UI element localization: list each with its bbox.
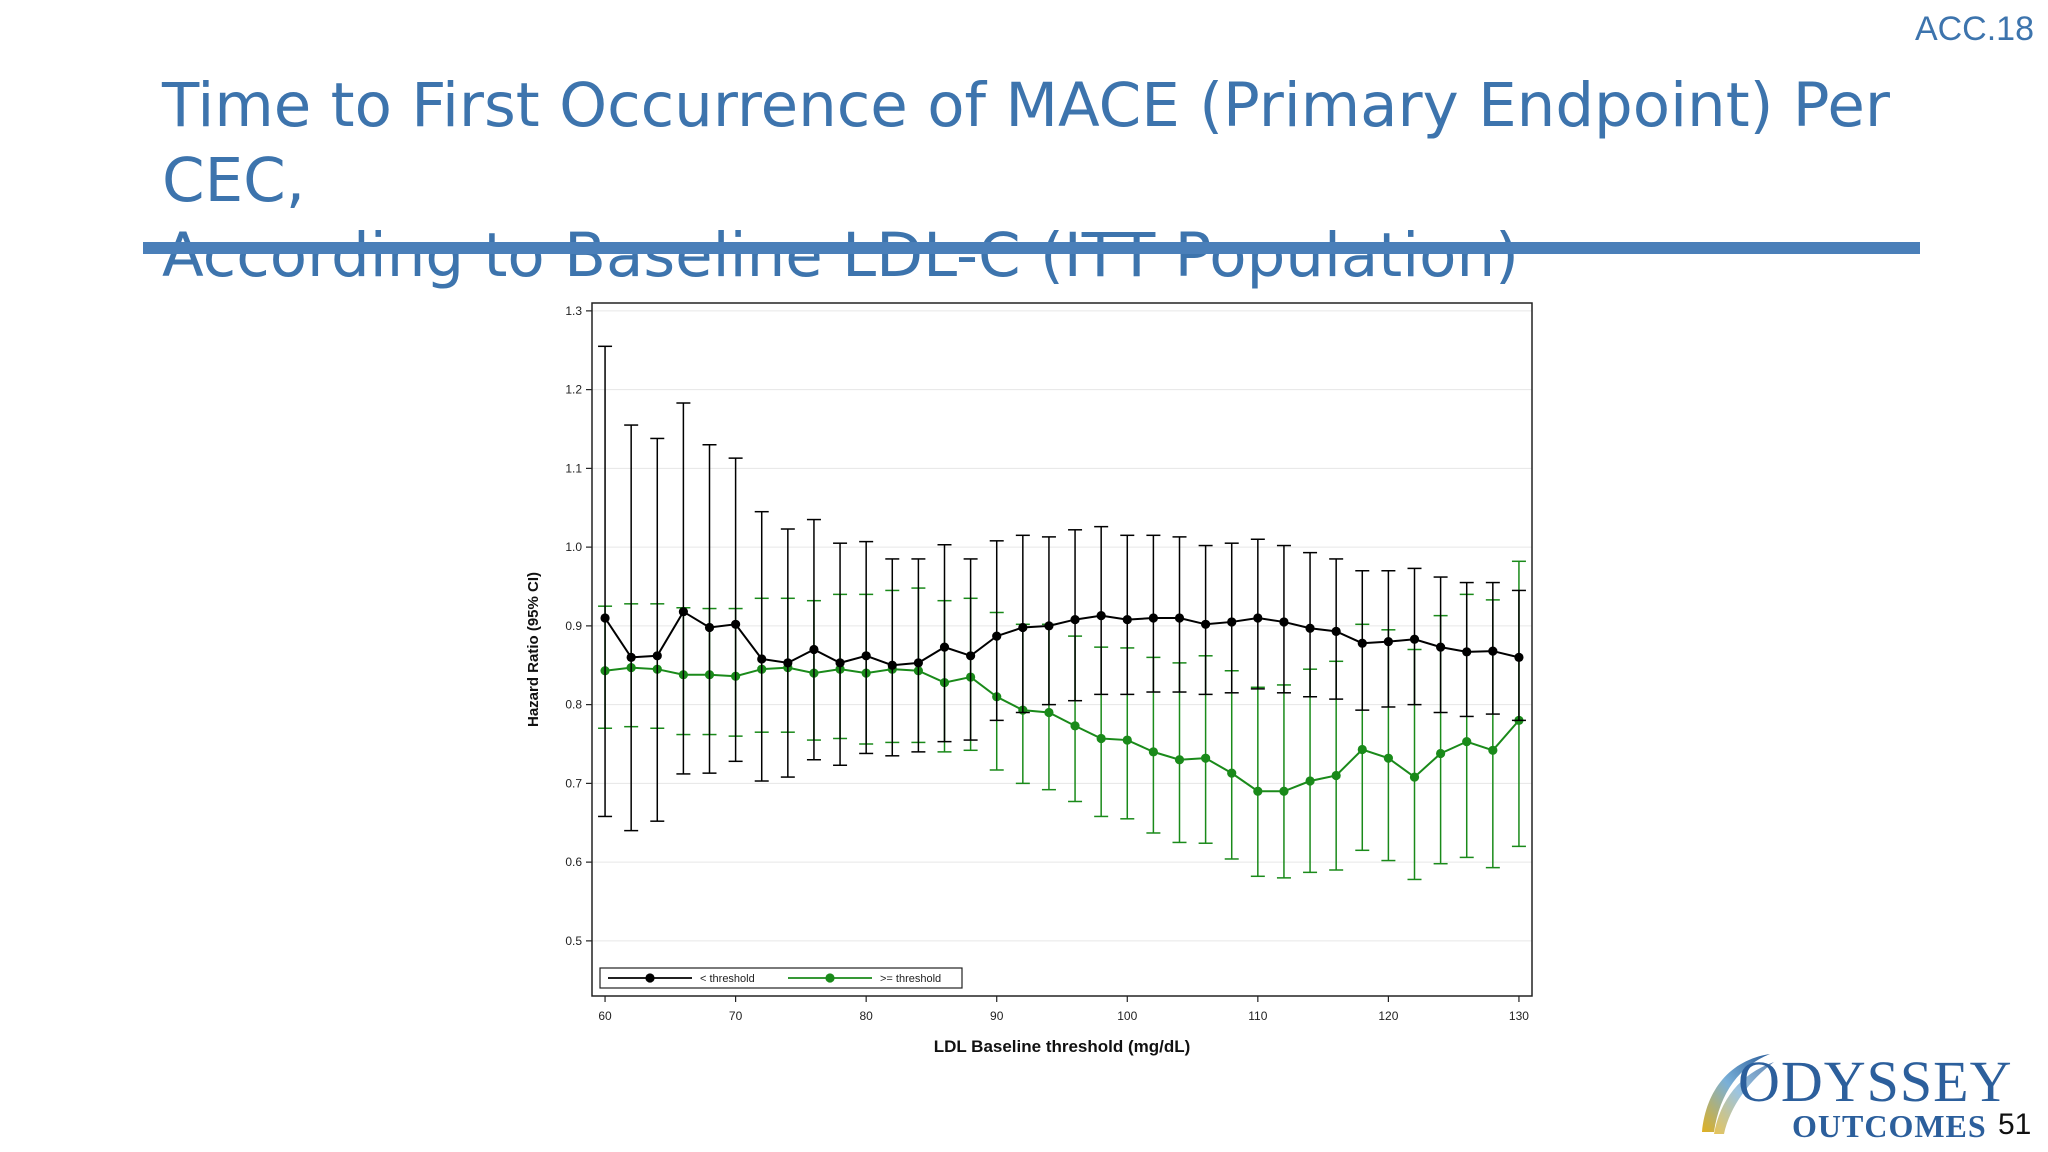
x-tick-label: 80 xyxy=(859,1009,873,1023)
below-threshold-point xyxy=(966,651,976,661)
x-axis-label: LDL Baseline threshold (mg/dL) xyxy=(934,1037,1191,1056)
below-threshold-point xyxy=(757,654,767,664)
below-threshold-point xyxy=(1122,614,1132,625)
below-threshold-point xyxy=(1462,647,1472,657)
legend-label-above-threshold: >= threshold xyxy=(880,973,941,985)
legend-swatch-marker-below-threshold xyxy=(645,973,655,983)
below-threshold-point xyxy=(1070,614,1080,625)
y-tick-label: 0.8 xyxy=(565,698,582,712)
below-threshold-series-line xyxy=(604,610,1520,667)
below-threshold-point xyxy=(1174,613,1185,623)
legend-box xyxy=(599,967,963,989)
above-threshold-point xyxy=(1279,786,1289,796)
slide-title-line-2: According to Baseline LDL-C (ITT Populat… xyxy=(162,220,1519,291)
below-threshold-point xyxy=(600,613,610,623)
above-threshold-point xyxy=(1331,770,1341,781)
below-threshold-point xyxy=(626,652,636,662)
page-number: 51 xyxy=(1998,1108,2032,1141)
legend-label-below-threshold: < threshold xyxy=(700,973,755,985)
below-threshold-point xyxy=(1201,619,1211,629)
below-threshold-point xyxy=(1227,617,1237,627)
above-threshold-point xyxy=(1436,748,1446,759)
logo-text-odyssey: ODYSSEY xyxy=(1738,1049,2013,1114)
logo-text-outcomes: OUTCOMES xyxy=(1792,1108,1987,1144)
above-threshold-point xyxy=(1305,776,1315,786)
below-threshold-point xyxy=(783,658,793,668)
below-threshold-point xyxy=(1279,617,1289,627)
x-tick-label: 60 xyxy=(598,1009,612,1023)
below-threshold-point xyxy=(1044,621,1054,631)
x-tick-label: 90 xyxy=(990,1009,1004,1023)
above-threshold-point xyxy=(1383,753,1393,763)
below-threshold-point xyxy=(1331,626,1341,636)
below-threshold-point xyxy=(678,607,688,617)
above-threshold-point xyxy=(1174,755,1185,765)
y-tick-label: 1.3 xyxy=(565,304,582,318)
below-threshold-point xyxy=(1436,642,1446,652)
y-tick-label: 0.7 xyxy=(565,776,582,790)
above-threshold-point xyxy=(1148,747,1158,757)
below-threshold-point xyxy=(992,631,1002,641)
slide-tag: ACC.18 xyxy=(1914,10,2034,48)
legend-swatch-marker-above-threshold xyxy=(825,973,835,983)
below-threshold-point xyxy=(652,651,662,661)
above-threshold-point xyxy=(1201,753,1211,763)
odyssey-logo-swoosh xyxy=(1702,1054,1774,1134)
above-threshold-point xyxy=(1462,737,1472,747)
below-threshold-point xyxy=(913,658,923,668)
below-threshold-point xyxy=(1488,646,1498,656)
below-threshold-point xyxy=(809,644,819,655)
below-threshold-point xyxy=(887,660,897,670)
x-tick-label: 130 xyxy=(1509,1009,1529,1023)
below-threshold-point xyxy=(731,619,741,629)
slide-title: Time to First Occurrence of MACE (Primar… xyxy=(162,68,1922,293)
below-threshold-point xyxy=(1018,622,1028,633)
y-tick-label: 0.5 xyxy=(565,934,582,948)
y-tick-label: 1.0 xyxy=(565,540,582,554)
x-tick-label: 100 xyxy=(1117,1009,1137,1023)
title-divider xyxy=(143,242,1920,254)
above-threshold-point xyxy=(1357,744,1367,755)
above-threshold-point xyxy=(1253,786,1263,796)
y-tick-label: 1.1 xyxy=(565,461,582,475)
below-threshold-point xyxy=(1357,638,1367,648)
x-tick-label: 70 xyxy=(729,1009,743,1023)
above-threshold-series-line xyxy=(604,666,1520,793)
below-threshold-point xyxy=(1253,613,1263,623)
below-threshold-point xyxy=(1514,652,1524,662)
below-threshold-point xyxy=(704,622,715,633)
below-threshold-point xyxy=(939,642,950,652)
above-threshold-point xyxy=(1227,768,1237,778)
slide-title-line-1: Time to First Occurrence of MACE (Primar… xyxy=(162,70,1891,216)
y-tick-label: 1.2 xyxy=(565,383,582,397)
below-threshold-point xyxy=(1096,611,1106,621)
above-threshold-point xyxy=(1070,721,1080,731)
y-tick-label: 0.6 xyxy=(565,855,582,869)
above-threshold-point xyxy=(1488,745,1498,755)
above-threshold-point xyxy=(1122,735,1132,745)
above-threshold-point xyxy=(1044,707,1054,718)
below-threshold-point xyxy=(1409,634,1420,644)
below-threshold-point xyxy=(1305,623,1315,633)
above-threshold-point xyxy=(1096,733,1106,744)
x-tick-label: 110 xyxy=(1248,1009,1267,1023)
x-tick-label: 120 xyxy=(1378,1009,1398,1023)
below-threshold-point xyxy=(835,658,845,668)
y-axis-label: Hazard Ratio (95% CI) xyxy=(525,572,542,727)
below-threshold-point xyxy=(861,651,871,661)
above-threshold-point xyxy=(1409,772,1420,782)
below-threshold-point xyxy=(1148,613,1158,623)
below-threshold-point xyxy=(1383,637,1393,647)
y-tick-label: 0.9 xyxy=(565,619,582,633)
plot-frame xyxy=(591,302,1533,997)
